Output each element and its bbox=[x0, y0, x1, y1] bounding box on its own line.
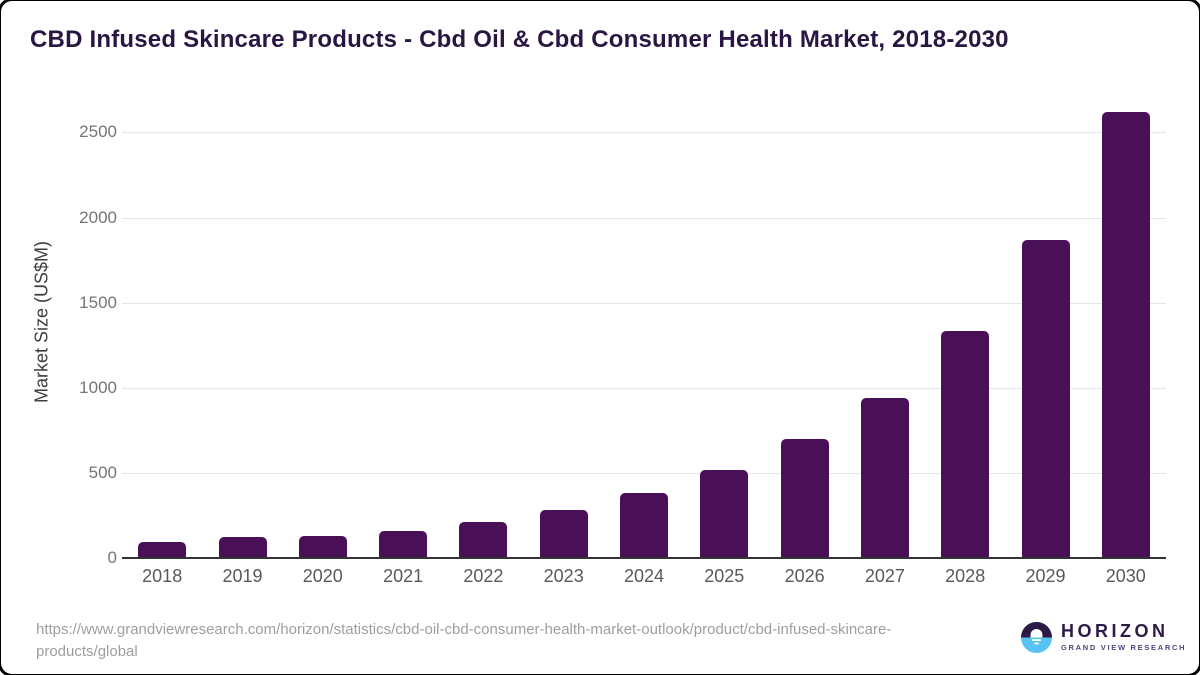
bar-2024[interactable] bbox=[620, 493, 668, 558]
gridline-1500 bbox=[122, 302, 1166, 304]
x-axis-label-2029: 2029 bbox=[1025, 566, 1066, 586]
bar-2023[interactable] bbox=[539, 509, 588, 558]
y-tick-label-1000: 1000 bbox=[79, 377, 117, 397]
y-tick-label-2500: 2500 bbox=[79, 122, 117, 142]
gridline-2500 bbox=[122, 132, 1166, 134]
source-url-line-2: products/global bbox=[36, 643, 138, 660]
y-tick-label-500: 500 bbox=[88, 462, 117, 482]
x-axis-label-2023: 2023 bbox=[543, 566, 584, 586]
bar-2030[interactable] bbox=[1101, 112, 1150, 558]
horizon-logo: HORIZON GRAND VIEW RESEARCH bbox=[1021, 620, 1186, 654]
gridline-1000 bbox=[122, 387, 1166, 389]
bar-2029[interactable] bbox=[1021, 239, 1070, 558]
x-axis-label-2019: 2019 bbox=[222, 566, 263, 586]
bar-2018[interactable] bbox=[138, 542, 187, 558]
bar-2027[interactable] bbox=[860, 398, 909, 558]
bar-2026[interactable] bbox=[780, 438, 829, 558]
x-axis-label-2022: 2022 bbox=[463, 566, 504, 586]
x-axis-label-2020: 2020 bbox=[302, 566, 343, 586]
gridline-500 bbox=[122, 472, 1166, 474]
x-axis-label-2027: 2027 bbox=[864, 566, 905, 586]
horizon-logo-text: HORIZON GRAND VIEW RESEARCH bbox=[1061, 622, 1186, 652]
x-axis-label-2025: 2025 bbox=[704, 566, 745, 586]
logo-subtitle: GRAND VIEW RESEARCH bbox=[1061, 643, 1187, 652]
bar-2022[interactable] bbox=[459, 522, 508, 558]
x-axis-label-2030: 2030 bbox=[1105, 566, 1146, 586]
x-axis-line bbox=[122, 557, 1166, 559]
x-axis-label-2026: 2026 bbox=[784, 566, 825, 586]
y-tick-label-2000: 2000 bbox=[79, 207, 117, 227]
chart-title: CBD Infused Skincare Products - Cbd Oil … bbox=[30, 26, 1009, 53]
logo-title: HORIZON bbox=[1061, 621, 1169, 641]
y-tick-label-1500: 1500 bbox=[79, 292, 117, 312]
bar-2025[interactable] bbox=[700, 470, 749, 558]
horizon-logo-icon bbox=[1021, 621, 1052, 653]
bar-2019[interactable] bbox=[218, 537, 267, 558]
y-tick-label-0: 0 bbox=[107, 548, 117, 567]
bar-2020[interactable] bbox=[298, 535, 347, 558]
bar-2021[interactable] bbox=[379, 531, 428, 558]
x-axis-label-2021: 2021 bbox=[383, 566, 424, 586]
bar-2028[interactable] bbox=[941, 331, 990, 558]
source-url-line-1: https://www.grandviewresearch.com/horizo… bbox=[36, 621, 892, 638]
x-axis-label-2028: 2028 bbox=[945, 566, 986, 586]
source-url: https://www.grandviewresearch.com/horizo… bbox=[36, 619, 966, 663]
x-axis-label-2024: 2024 bbox=[623, 566, 665, 586]
x-axis-label-2018: 2018 bbox=[142, 566, 183, 586]
gridline-2000 bbox=[122, 217, 1166, 219]
